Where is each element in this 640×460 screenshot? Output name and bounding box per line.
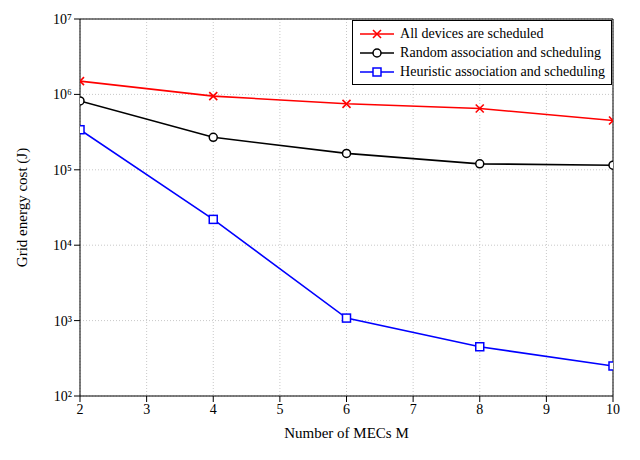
html-text:Random association and schedul: Random association and scheduling bbox=[400, 45, 602, 60]
svg-text:5: 5 bbox=[276, 402, 283, 417]
svg-text:10⁶: 10⁶ bbox=[53, 87, 72, 102]
html-text:All devices are scheduled: All devices are scheduled bbox=[400, 26, 544, 41]
html-text:Heuristic association and sche: Heuristic association and scheduling bbox=[400, 64, 605, 79]
svg-text:7: 7 bbox=[410, 402, 417, 417]
svg-text:4: 4 bbox=[210, 402, 217, 417]
svg-text:9: 9 bbox=[543, 402, 550, 417]
svg-text:10⁵: 10⁵ bbox=[53, 163, 72, 178]
svg-text:10²: 10² bbox=[54, 389, 72, 404]
svg-text:Grid energy cost (J): Grid energy cost (J) bbox=[14, 148, 31, 267]
svg-text:2: 2 bbox=[77, 402, 84, 417]
svg-text:6: 6 bbox=[343, 402, 350, 417]
svg-text:10⁷: 10⁷ bbox=[53, 12, 72, 27]
svg-text:8: 8 bbox=[476, 402, 483, 417]
svg-text:3: 3 bbox=[143, 402, 150, 417]
svg-text:Number of MECs M: Number of MECs M bbox=[284, 425, 409, 441]
svg-text:10⁴: 10⁴ bbox=[53, 238, 72, 253]
svg-text:10³: 10³ bbox=[54, 314, 72, 329]
svg-text:10: 10 bbox=[606, 402, 620, 417]
